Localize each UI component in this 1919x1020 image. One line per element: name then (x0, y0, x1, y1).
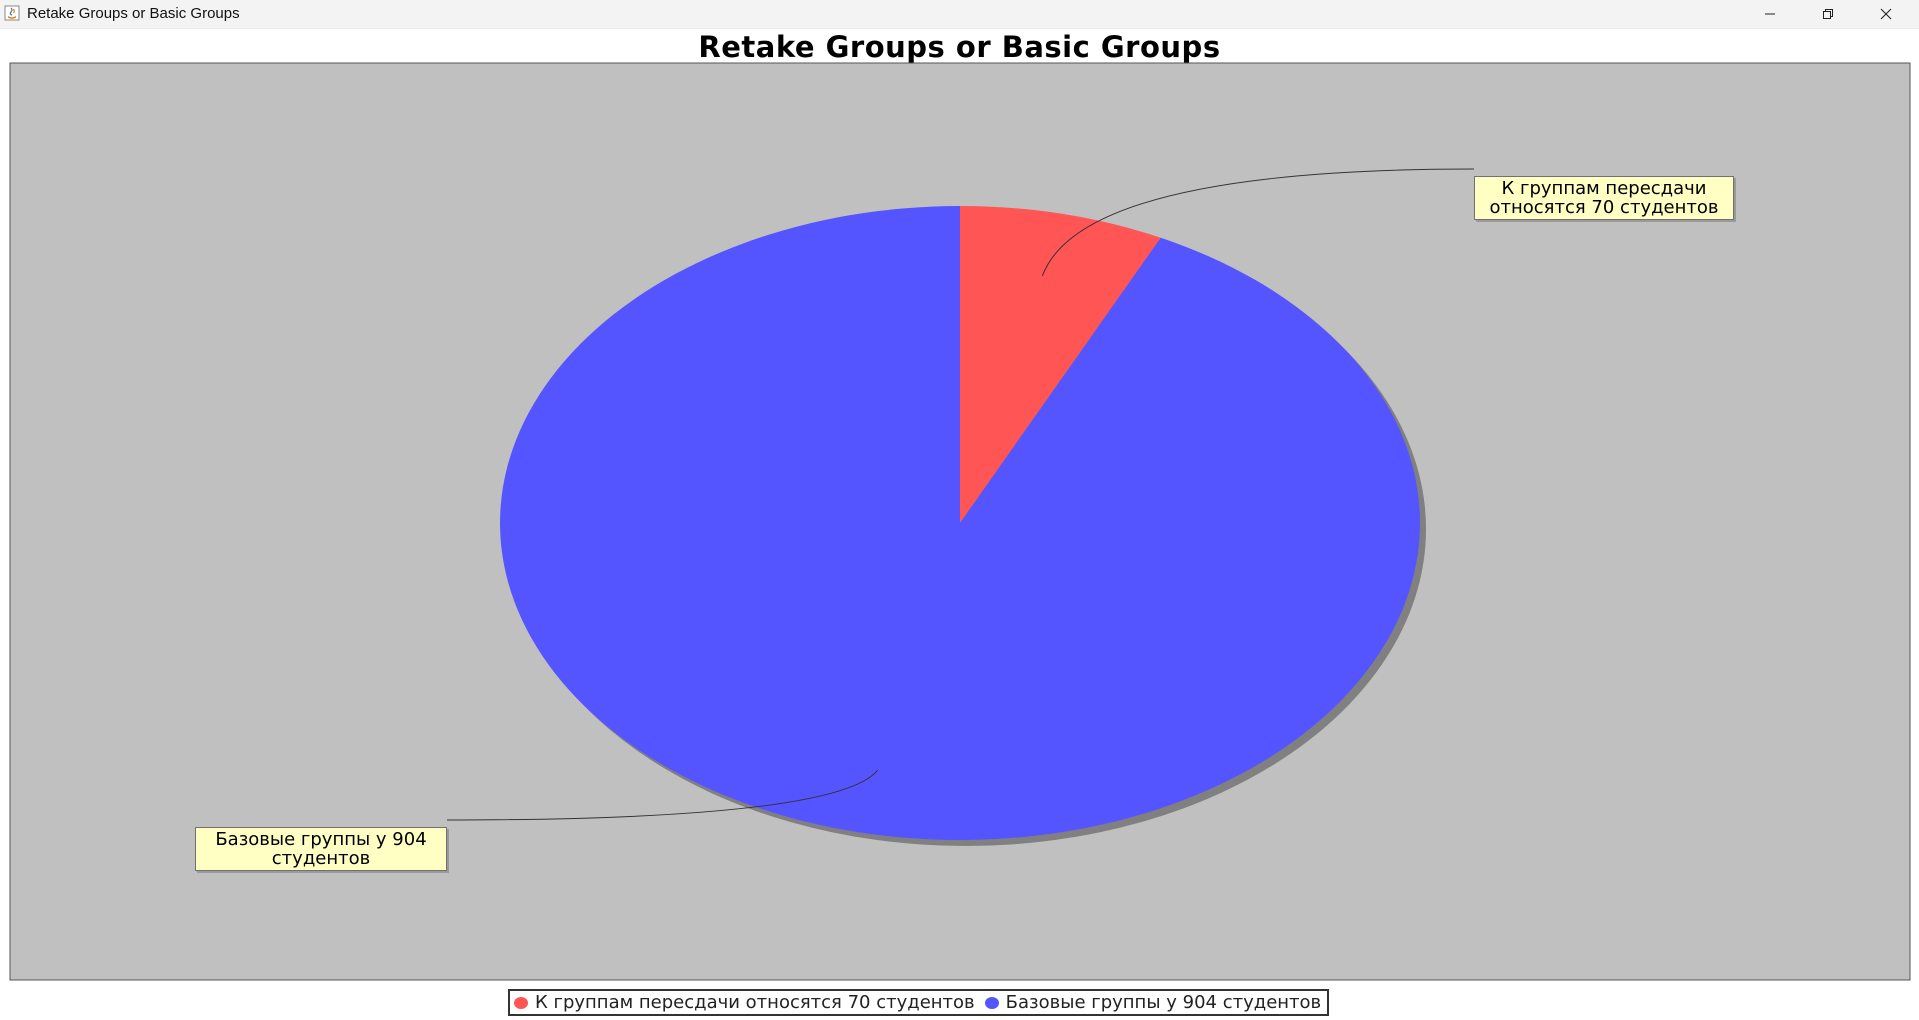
legend-swatch-basic (984, 996, 999, 1009)
chart-title: Retake Groups or Basic Groups (698, 30, 1221, 64)
leader-line-retake (1041, 168, 1475, 277)
legend-item-basic: Базовые группы у 904 студентов (984, 992, 1322, 1013)
legend-label-retake: К группам пересдачи относятся 70 студент… (535, 992, 975, 1013)
slice-label-retake: К группам пересдачи относятся 70 студент… (1474, 176, 1734, 220)
restore-button[interactable] (1799, 0, 1857, 28)
chart-panel: Retake Groups or Basic Groups К группам … (0, 28, 1919, 1020)
slice-label-basic: Базовые группы у 904 студентов (195, 827, 447, 871)
title-bar: Retake Groups or Basic Groups (0, 0, 1919, 29)
legend-item-retake: К группам пересдачи относятся 70 студент… (514, 992, 975, 1013)
close-button[interactable] (1857, 0, 1915, 28)
restore-icon (1823, 9, 1833, 19)
java-app-icon (4, 5, 20, 21)
legend-label-basic: Базовые группы у 904 студентов (1005, 992, 1322, 1013)
pie-slice-retake (960, 206, 1161, 523)
slice-label-retake-line-2: относятся 70 студентов (1489, 197, 1719, 218)
close-icon (1880, 8, 1892, 20)
legend-swatch-retake (514, 996, 528, 1009)
slice-label-basic-line-2: студентов (271, 848, 371, 869)
minimize-icon (1765, 13, 1775, 15)
chart-legend: К группам пересдачи относятся 70 студент… (508, 989, 1330, 1016)
leader-line-basic (446, 769, 879, 821)
slice-label-basic-line-1: Базовые группы у 904 (215, 829, 427, 850)
pie-slice-basic (499, 206, 1420, 840)
window-title: Retake Groups or Basic Groups (27, 5, 240, 22)
minimize-button[interactable] (1741, 0, 1799, 28)
slice-label-retake-line-1: К группам пересдачи (1501, 178, 1707, 199)
